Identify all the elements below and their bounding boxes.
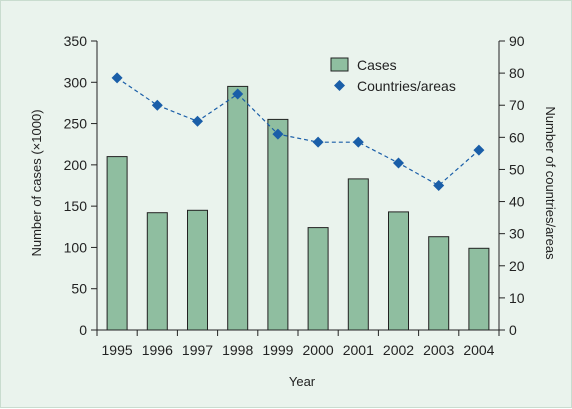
y-axis-title: Number of cases (×1000): [29, 109, 44, 256]
x-tick-label-2000: 2000: [303, 342, 334, 358]
legend-marker-countries: [334, 80, 345, 91]
countries-line: [111, 72, 485, 191]
marker-countries-1999: [272, 128, 284, 140]
y2-tick-label-70: 70: [509, 97, 525, 113]
y2-tick-label-50: 50: [509, 161, 525, 177]
x-tick-label-1999: 1999: [262, 342, 293, 358]
marker-countries-2004: [473, 144, 485, 156]
bar-cases-1997: [187, 209, 208, 331]
y2-tick-label-30: 30: [509, 226, 525, 242]
marker-countries-2002: [393, 157, 404, 169]
x-tick-label-1995: 1995: [102, 342, 133, 358]
y-tick-label-200: 200: [64, 157, 88, 173]
y2-tick-label-80: 80: [509, 65, 525, 81]
marker-countries-2003: [433, 180, 445, 191]
marker-countries-1995: [111, 72, 123, 84]
legend-label-countries: Countries/areas: [357, 78, 456, 94]
bar-cases-1999: [267, 118, 289, 331]
x-tick-label-1997: 1997: [182, 342, 213, 358]
y-tick-label-250: 250: [64, 116, 88, 132]
marker-countries-1997: [192, 115, 203, 127]
legend-swatch-cases: [330, 57, 349, 72]
y2-axis-title: Number of countries/areas: [543, 106, 558, 260]
axes: 0 50 100 150 200 250 300 350 0 10 20 30 40 50 60 70 80 90…: [64, 33, 525, 358]
y-tick-label-300: 300: [64, 74, 88, 90]
y-tick-label-150: 150: [64, 198, 88, 214]
bar-cases-2001: [347, 178, 369, 331]
y2-tick-label-20: 20: [509, 258, 525, 274]
bar-cases-2002: [388, 211, 409, 331]
marker-countries-2001: [352, 136, 364, 148]
bar-cases-1998: [227, 85, 249, 331]
marker-countries-1996: [151, 99, 163, 111]
bar-cases-1996: [146, 212, 168, 331]
cases-bars: [106, 85, 490, 331]
y-tick-label-100: 100: [64, 239, 88, 255]
x-tick-label-2002: 2002: [383, 342, 414, 358]
y-tick-label-0: 0: [79, 322, 87, 338]
x-tick-label-2004: 2004: [463, 342, 494, 358]
y2-tick-label-90: 90: [509, 33, 525, 49]
x-tick-label-2001: 2001: [343, 342, 374, 358]
y2-tick-label-40: 40: [509, 194, 525, 210]
legend-label-cases: Cases: [357, 57, 397, 73]
y2-tick-label-0: 0: [509, 322, 517, 338]
y2-tick-label-60: 60: [509, 129, 525, 145]
legend: Cases Countries/areas: [330, 57, 456, 94]
bar-cases-2003: [428, 236, 450, 331]
y-tick-label-350: 350: [64, 33, 88, 49]
x-axis-title: Year: [289, 374, 316, 389]
x-tick-label-1998: 1998: [222, 342, 253, 358]
marker-countries-2000: [312, 136, 324, 148]
countries-dashed-line: [116, 77, 480, 187]
bar-cases-2004: [468, 247, 490, 331]
y2-tick-label-10: 10: [509, 290, 525, 306]
bar-cases-1995: [106, 156, 128, 331]
x-tick-label-1996: 1996: [142, 342, 173, 358]
y-tick-label-50: 50: [71, 281, 87, 297]
x-tick-label-2003: 2003: [423, 342, 454, 358]
marker-countries-1998: [232, 88, 244, 100]
bar-cases-2000: [307, 227, 329, 331]
